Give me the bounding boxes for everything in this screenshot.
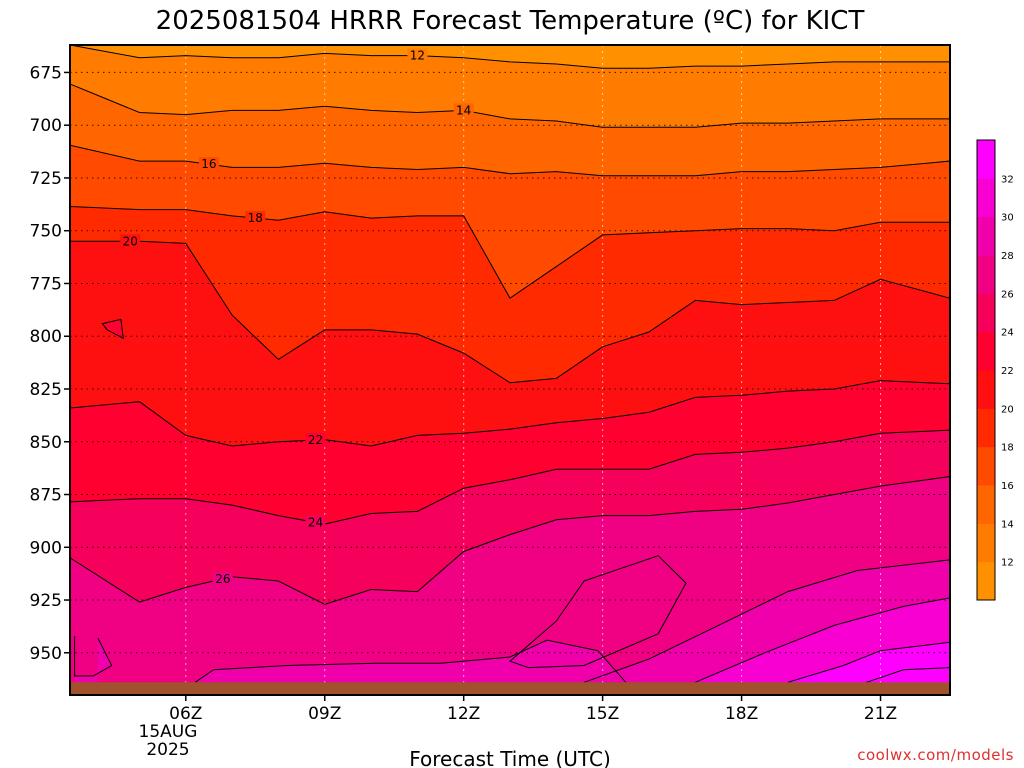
colorbar-swatch-28 — [977, 216, 995, 256]
colorbar-swatch-16 — [977, 446, 995, 486]
contour-lines: 12 14 16 18 20 22 24 26 — [70, 45, 950, 683]
y-tick-label-700: 700 — [30, 116, 62, 136]
colorbar-tick-30: 30 — [1001, 213, 1014, 224]
y-tick-label-825: 825 — [30, 380, 62, 400]
contour-label-bg-24 — [305, 515, 326, 529]
y-tick-label-925: 925 — [30, 591, 62, 611]
contour-26 — [70, 476, 950, 605]
contour-label-bg-12 — [407, 48, 428, 62]
colorbar-swatch-22 — [977, 331, 995, 371]
x-axis: 06Z 09Z 12Z 15Z 18Z 21Z — [169, 695, 897, 724]
colorbar-swatch-18 — [977, 408, 995, 448]
credit-text: coolwx.com/models — [857, 746, 1014, 764]
surface-contour-30 — [695, 597, 950, 683]
colorbar-tick-16: 16 — [1001, 481, 1014, 492]
y-tick-label-900: 900 — [30, 538, 62, 558]
colorbar-frame — [976, 139, 996, 601]
x-tick-label-15Z: 15Z — [586, 704, 619, 724]
colorbar-tick-24: 24 — [1001, 328, 1014, 339]
colorbar-swatch-26 — [977, 255, 995, 294]
colorbar-swatch-32 — [977, 140, 995, 179]
contour-20 — [70, 240, 950, 384]
surface-band-28 — [74, 635, 112, 695]
x-tick-label-18Z: 18Z — [725, 704, 758, 724]
contour-14 — [70, 83, 950, 128]
surface-contour-32 — [787, 641, 950, 683]
surface-contour-28 — [194, 639, 627, 683]
contour-label-12: 12 — [410, 49, 425, 63]
colorbar-tick-32: 32 — [1001, 174, 1014, 185]
colorbar-tick-12: 12 — [1001, 558, 1014, 569]
contour-label-bg-20 — [120, 234, 141, 248]
colorbar-swatch-12 — [977, 523, 995, 563]
contour-24 — [70, 429, 950, 525]
contour-22 — [70, 380, 950, 447]
y-tick-label-750: 750 — [30, 222, 62, 242]
plot-frame — [69, 44, 951, 696]
y-tick-label-775: 775 — [30, 274, 62, 294]
contour-label-bg-26 — [212, 571, 233, 585]
contour-label-bg-18 — [245, 211, 266, 225]
colorbar-swatch-24 — [977, 293, 995, 333]
contour-label-24: 24 — [308, 515, 323, 529]
colorbar-swatch-30 — [977, 178, 995, 218]
colorbar-tick-18: 18 — [1001, 443, 1014, 454]
contour-label-16: 16 — [201, 157, 216, 171]
x-tick-label-06Z: 06Z — [169, 704, 202, 724]
contour-label-26: 26 — [215, 572, 230, 586]
contour-18 — [70, 205, 950, 299]
surface-ground — [70, 682, 950, 695]
chart-title: 2025081504 HRRR Forecast Temperature (ºC… — [156, 6, 865, 36]
colorbar-tick-22: 22 — [1001, 366, 1014, 377]
contour-12 — [70, 45, 950, 69]
colorbar-swatch-10 — [977, 561, 995, 601]
colorbar-tick-28: 28 — [1001, 251, 1014, 262]
x-tick-label-09Z: 09Z — [308, 704, 341, 724]
contour-label-14: 14 — [456, 103, 471, 117]
contour-label-bg-14 — [453, 103, 474, 117]
closed-band-22 — [102, 319, 124, 339]
colorbar-swatch-14 — [977, 485, 995, 524]
date-label-year: 2025 — [146, 740, 189, 760]
date-label-day: 15AUG — [139, 722, 198, 742]
surface-contour-28 — [583, 559, 950, 683]
surface-contour-34 — [866, 667, 950, 683]
x-tick-label-12Z: 12Z — [447, 704, 480, 724]
contour-label-bg-16 — [198, 157, 219, 171]
grid-lines — [70, 45, 950, 695]
closed-contour-26 — [509, 555, 687, 669]
y-axis: 675 700 725 750 775 800 825 850 875 900 925 950 — [30, 63, 70, 664]
y-tick-label-675: 675 — [30, 63, 62, 83]
colorbar-tick-20: 20 — [1001, 404, 1014, 415]
plot-area — [70, 45, 950, 695]
colorbar-tick-26: 26 — [1001, 289, 1014, 300]
y-tick-label-725: 725 — [30, 169, 62, 189]
y-tick-label-950: 950 — [30, 644, 62, 664]
contour-label-20: 20 — [123, 234, 138, 248]
closed-band-26 — [510, 555, 686, 668]
colorbar-swatch-20 — [977, 370, 995, 409]
x-axis-label: Forecast Time (UTC) — [409, 747, 611, 768]
contour-label-22: 22 — [308, 433, 323, 447]
colorbar: 12 14 16 18 20 22 24 26 28 30 32 — [976, 139, 1014, 601]
y-tick-label-850: 850 — [30, 433, 62, 453]
contour-label-bg-22 — [305, 433, 326, 447]
y-tick-label-800: 800 — [30, 327, 62, 347]
contour-label-18: 18 — [248, 211, 263, 225]
x-tick-label-21Z: 21Z — [864, 704, 897, 724]
surface-contour-28 — [74, 635, 113, 677]
y-tick-label-875: 875 — [30, 486, 62, 506]
colorbar-tick-14: 14 — [1001, 519, 1014, 530]
closed-contour-22 — [101, 318, 124, 340]
